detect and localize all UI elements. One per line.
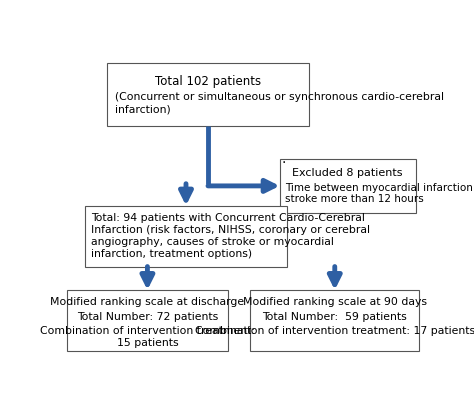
Text: infarction): infarction) <box>115 104 171 114</box>
Text: Modified ranking scale at discharge: Modified ranking scale at discharge <box>50 296 245 306</box>
Text: Combination of intervention treatment: 17 patients: Combination of intervention treatment: 1… <box>195 326 474 335</box>
Text: Total Number:  59 patients: Total Number: 59 patients <box>263 311 407 322</box>
Text: angiography, causes of stroke or myocardial: angiography, causes of stroke or myocard… <box>91 237 334 246</box>
Text: Total: 94 patients with Concurrent Cardio-Cerebral: Total: 94 patients with Concurrent Cardi… <box>91 212 365 222</box>
Text: Total Number: 72 patients: Total Number: 72 patients <box>77 311 218 322</box>
Text: Infarction (risk factors, NIHSS, coronary or cerebral: Infarction (risk factors, NIHSS, coronar… <box>91 224 370 234</box>
Text: Combination of intervention treatment:: Combination of intervention treatment: <box>40 326 255 335</box>
Text: .: . <box>282 151 286 165</box>
FancyBboxPatch shape <box>66 290 228 351</box>
Text: (Concurrent or simultaneous or synchronous cardio-cerebral: (Concurrent or simultaneous or synchrono… <box>115 92 444 102</box>
Text: Excluded 8 patients: Excluded 8 patients <box>292 168 403 178</box>
Text: Time between myocardial infarction and: Time between myocardial infarction and <box>285 183 474 193</box>
Text: 15 patients: 15 patients <box>117 337 178 347</box>
Text: Modified ranking scale at 90 days: Modified ranking scale at 90 days <box>243 296 427 306</box>
FancyBboxPatch shape <box>107 64 309 126</box>
FancyBboxPatch shape <box>250 290 419 351</box>
FancyBboxPatch shape <box>280 159 416 214</box>
FancyBboxPatch shape <box>85 206 287 267</box>
Text: stroke more than 12 hours: stroke more than 12 hours <box>285 194 424 204</box>
Text: infarction, treatment options): infarction, treatment options) <box>91 249 252 258</box>
Text: Total 102 patients: Total 102 patients <box>155 75 261 87</box>
